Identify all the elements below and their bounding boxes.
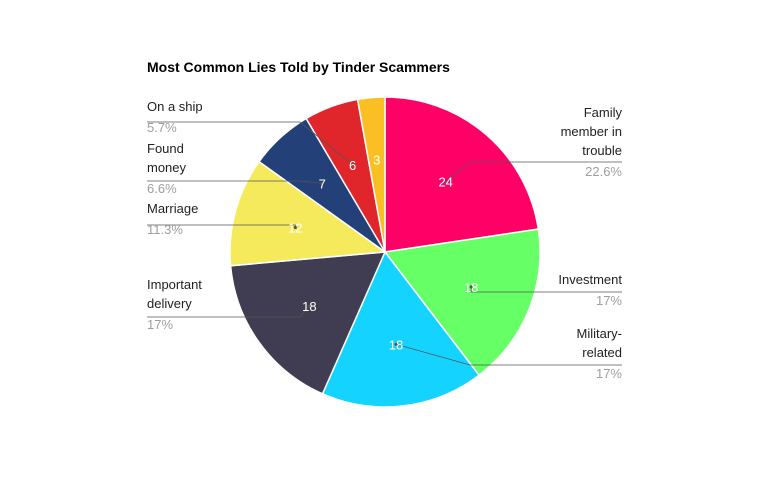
- slice-category-labels: Family member in trouble 22.6% Investment 17%…: [147, 99, 622, 381]
- slice-label-group: Family member in trouble 22.6%: [561, 105, 623, 179]
- slice-label-group: Marriage 11.3%: [147, 201, 198, 237]
- leader-dot: [444, 180, 448, 184]
- leader-line: [445, 161, 622, 182]
- slice-category-label: Family: [584, 105, 623, 120]
- slice-category-label: trouble: [582, 143, 622, 158]
- slice-category-label: money: [147, 160, 187, 175]
- pie-slice-marriage: [229, 160, 388, 267]
- leader-dot: [469, 285, 473, 289]
- slice-percent-label: 6.6%: [147, 181, 177, 196]
- chart-title: Most Common Lies Told by Tinder Scammers: [147, 59, 450, 75]
- slice-value-label: 6: [349, 158, 356, 173]
- leader-dot: [351, 163, 355, 167]
- pie-slice-military-related: [321, 250, 481, 408]
- leader-dot: [307, 304, 311, 308]
- slice-value-label: 18: [464, 280, 478, 295]
- slice-category-label: Important: [147, 277, 202, 292]
- pie-slice-important-delivery: [229, 251, 387, 395]
- slice-value-labels: 24 18 18 18 12 7 6 3: [288, 152, 478, 352]
- pie-slice-investment: [383, 228, 541, 377]
- slice-category-label: Marriage: [147, 201, 198, 216]
- slice-category-label: Military-: [577, 326, 623, 341]
- slice-percent-label: 17%: [596, 366, 622, 381]
- pie-slice-unlabeled: [356, 96, 386, 253]
- slice-value-label: 3: [373, 152, 380, 167]
- slice-category-label: Investment: [558, 272, 622, 287]
- pie-slices: [229, 96, 541, 408]
- slice-percent-label: 5.7%: [147, 120, 177, 135]
- slice-label-group: Investment 17%: [558, 272, 622, 308]
- slice-label-group: Military-related 17%: [577, 326, 623, 381]
- pie-slice-family-member-in-trouble: [384, 96, 540, 253]
- slice-value-label: 12: [288, 221, 302, 236]
- leader-line: [470, 287, 622, 293]
- slice-label-group: Important delivery 17%: [147, 277, 202, 332]
- slice-category-label: Found: [147, 141, 184, 156]
- slice-category-label: delivery: [147, 296, 192, 311]
- slice-category-label: On a ship: [147, 99, 203, 114]
- slice-percent-label: 22.6%: [585, 164, 622, 179]
- leader-lines: [147, 121, 622, 366]
- slice-category-label: member in: [561, 124, 622, 139]
- slice-percent-label: 17%: [596, 293, 622, 308]
- slice-value-label: 18: [302, 299, 316, 314]
- leader-line: [147, 121, 353, 166]
- leader-line: [147, 305, 310, 318]
- slice-label-group: On a ship 5.7%: [147, 99, 203, 135]
- slice-label-group: Found money 6.6%: [147, 141, 187, 196]
- leader-dot: [394, 342, 398, 346]
- slice-percent-label: 11.3%: [147, 222, 183, 237]
- leader-dot: [293, 225, 297, 230]
- slice-percent-label: 17%: [147, 317, 173, 332]
- leader-line: [147, 180, 323, 184]
- leader-dot: [320, 181, 324, 185]
- slice-category-label: related: [582, 345, 622, 360]
- slice-value-label: 18: [389, 337, 403, 352]
- slice-value-label: 7: [319, 176, 326, 191]
- leader-line: [395, 343, 622, 366]
- slice-value-label: 24: [438, 175, 452, 190]
